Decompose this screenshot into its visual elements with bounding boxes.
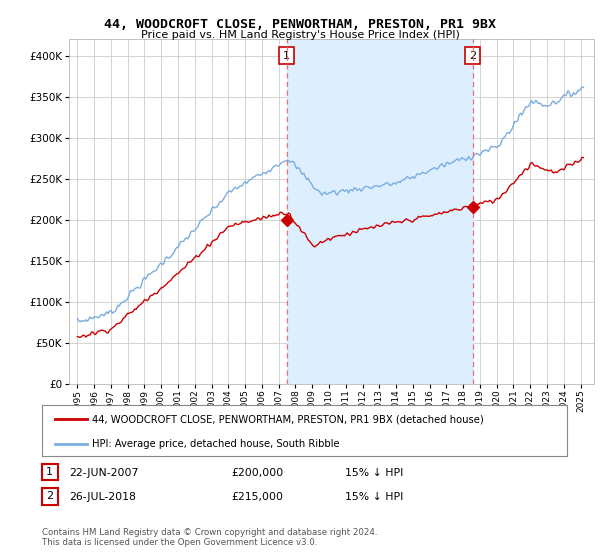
Text: 15% ↓ HPI: 15% ↓ HPI (345, 492, 403, 502)
Text: 2: 2 (46, 492, 53, 501)
Text: 2: 2 (469, 50, 476, 60)
Text: Contains HM Land Registry data © Crown copyright and database right 2024.
This d: Contains HM Land Registry data © Crown c… (42, 528, 377, 547)
Text: 44, WOODCROFT CLOSE, PENWORTHAM, PRESTON, PR1 9BX (detached house): 44, WOODCROFT CLOSE, PENWORTHAM, PRESTON… (92, 414, 484, 424)
Text: £215,000: £215,000 (231, 492, 283, 502)
Text: 22-JUN-2007: 22-JUN-2007 (69, 468, 139, 478)
Text: HPI: Average price, detached house, South Ribble: HPI: Average price, detached house, Sout… (92, 438, 340, 449)
Text: £200,000: £200,000 (231, 468, 283, 478)
Text: 44, WOODCROFT CLOSE, PENWORTHAM, PRESTON, PR1 9BX: 44, WOODCROFT CLOSE, PENWORTHAM, PRESTON… (104, 18, 496, 31)
Text: 1: 1 (283, 50, 290, 60)
Bar (287, 39, 473, 384)
Text: Price paid vs. HM Land Registry's House Price Index (HPI): Price paid vs. HM Land Registry's House … (140, 30, 460, 40)
Text: 26-JUL-2018: 26-JUL-2018 (69, 492, 136, 502)
Text: 15% ↓ HPI: 15% ↓ HPI (345, 468, 403, 478)
Text: 1: 1 (46, 468, 53, 477)
